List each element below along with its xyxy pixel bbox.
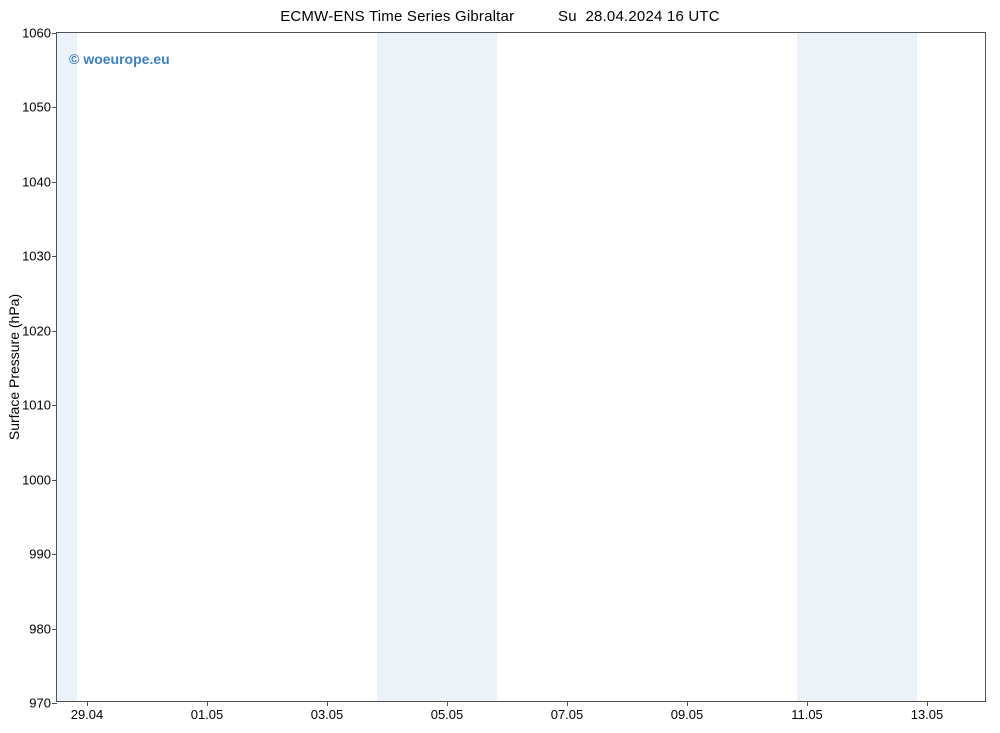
weekend-band: [437, 33, 497, 701]
y-tick-mark: [52, 629, 57, 630]
plot-area: ©woeurope.eu 970980990100010101020103010…: [56, 32, 986, 702]
x-tick-mark: [567, 701, 568, 706]
x-tick-label: 13.05: [911, 707, 944, 722]
y-tick-label: 1020: [22, 323, 51, 338]
x-tick-label: 05.05: [431, 707, 464, 722]
x-tick-label: 11.05: [791, 707, 823, 722]
watermark-text: woeurope.eu: [83, 51, 169, 67]
watermark: ©woeurope.eu: [69, 51, 170, 67]
y-tick-label: 1060: [22, 26, 51, 41]
y-tick-mark: [52, 703, 57, 704]
y-tick-mark: [52, 405, 57, 406]
title-left: ECMW-ENS Time Series Gibraltar: [280, 8, 514, 25]
y-tick-mark: [52, 554, 57, 555]
copyright-icon: ©: [69, 51, 79, 67]
y-tick-mark: [52, 331, 57, 332]
y-tick-label: 980: [29, 621, 51, 636]
y-tick-label: 970: [29, 696, 51, 711]
x-tick-mark: [327, 701, 328, 706]
y-tick-label: 990: [29, 547, 51, 562]
y-tick-label: 1000: [22, 472, 51, 487]
x-tick-mark: [687, 701, 688, 706]
y-tick-label: 1050: [22, 100, 51, 115]
x-tick-label: 01.05: [191, 707, 224, 722]
x-tick-mark: [87, 701, 88, 706]
weekend-band: [57, 33, 77, 701]
x-tick-label: 29.04: [71, 707, 104, 722]
chart-title: ECMW-ENS Time Series Gibraltar Su 28.04.…: [0, 8, 1000, 25]
x-tick-label: 09.05: [671, 707, 704, 722]
x-tick-mark: [207, 701, 208, 706]
y-tick-mark: [52, 107, 57, 108]
y-tick-mark: [52, 256, 57, 257]
title-right: Su 28.04.2024 16 UTC: [558, 8, 720, 25]
y-tick-label: 1030: [22, 249, 51, 264]
weekend-band: [797, 33, 857, 701]
x-tick-label: 07.05: [551, 707, 584, 722]
y-tick-label: 1040: [22, 174, 51, 189]
y-tick-label: 1010: [22, 398, 51, 413]
x-tick-label: 03.05: [311, 707, 344, 722]
x-tick-mark: [807, 701, 808, 706]
y-tick-mark: [52, 480, 57, 481]
y-tick-mark: [52, 33, 57, 34]
x-tick-mark: [447, 701, 448, 706]
weekend-band: [377, 33, 437, 701]
x-tick-mark: [927, 701, 928, 706]
weekend-band: [857, 33, 917, 701]
title-gap: [514, 8, 558, 25]
y-tick-mark: [52, 182, 57, 183]
y-axis-title: Surface Pressure (hPa): [6, 294, 22, 440]
chart-canvas: ECMW-ENS Time Series Gibraltar Su 28.04.…: [0, 0, 1000, 733]
